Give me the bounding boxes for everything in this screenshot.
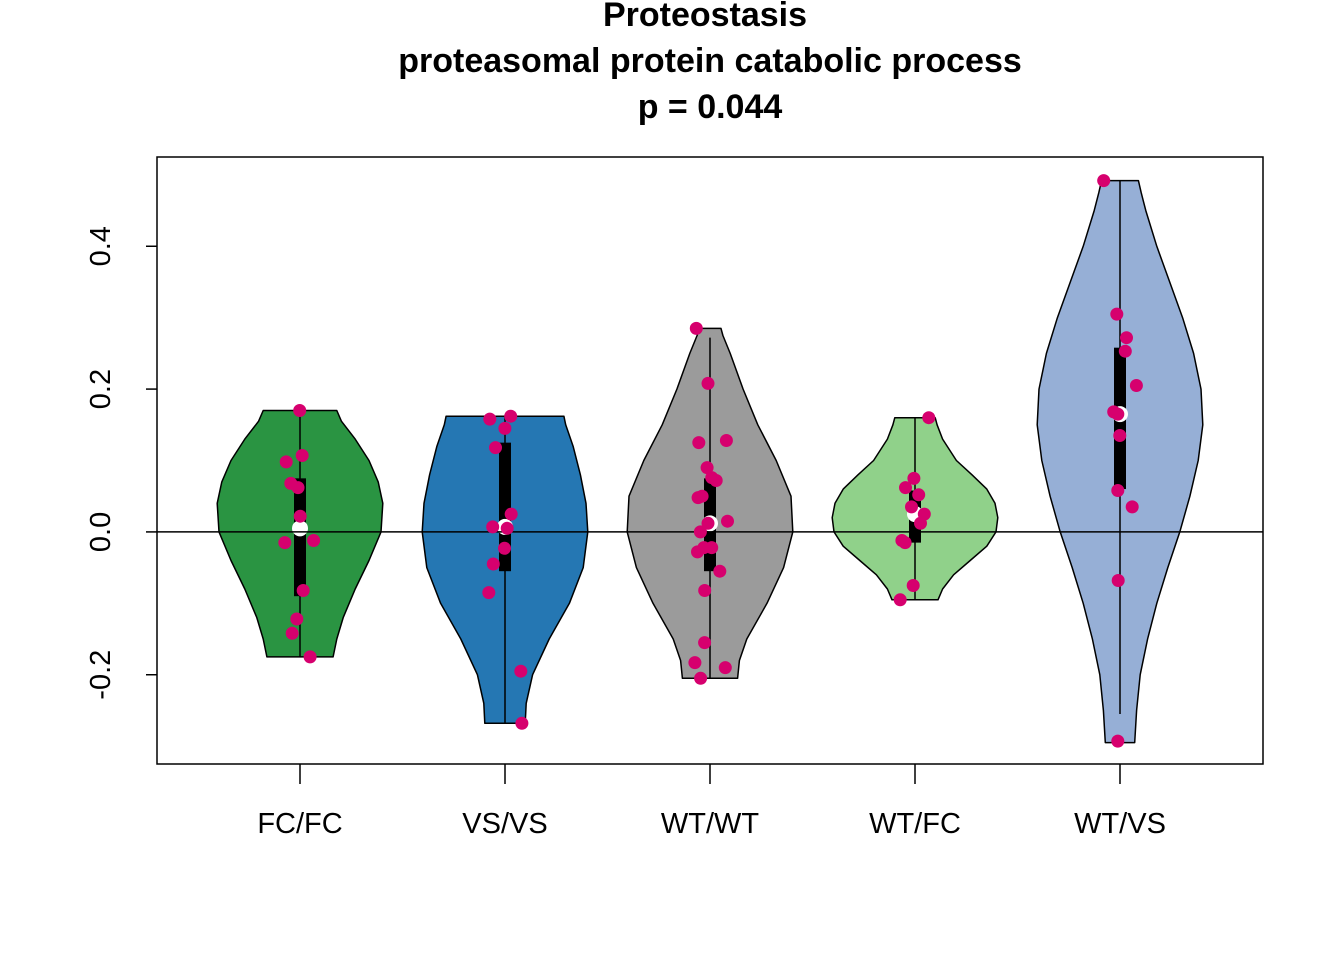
data-point	[498, 541, 511, 555]
data-point	[893, 593, 907, 607]
y-axis: -0.2 0.0 0.2 0.4	[85, 226, 157, 700]
data-point	[514, 664, 528, 678]
data-point	[694, 671, 708, 685]
violins	[216, 179, 1204, 744]
data-point	[1111, 407, 1125, 421]
iqr-box	[499, 442, 511, 572]
data-point	[914, 516, 927, 530]
data-point	[689, 321, 703, 335]
data-point	[500, 521, 514, 535]
x-tick-label: VS/VS	[462, 808, 547, 840]
data-point	[906, 579, 920, 592]
data-point	[489, 441, 502, 455]
data-point	[498, 421, 512, 435]
data-point	[719, 434, 733, 447]
data-point	[1129, 379, 1143, 392]
data-point	[922, 411, 936, 425]
data-point	[483, 412, 497, 426]
data-point	[515, 716, 529, 730]
data-point	[688, 656, 702, 670]
data-point	[303, 650, 317, 664]
median-marker	[292, 520, 308, 537]
data-point	[899, 481, 912, 495]
chart-p-value: p = 0.044	[638, 88, 783, 126]
data-point	[701, 376, 715, 390]
data-point	[293, 404, 307, 417]
data-point	[504, 409, 518, 423]
data-point	[698, 636, 712, 650]
iqr-box	[294, 478, 306, 597]
data-point	[721, 514, 734, 528]
data-point	[307, 534, 321, 547]
data-points	[278, 174, 1143, 748]
data-point	[698, 584, 712, 597]
y-tick-label: 0.2	[85, 369, 117, 409]
data-point	[898, 536, 912, 550]
data-point	[482, 586, 496, 600]
data-point	[486, 520, 500, 534]
data-point	[295, 449, 309, 462]
y-tick-label: 0.0	[85, 512, 117, 552]
data-point	[1118, 344, 1132, 358]
data-point	[278, 536, 292, 550]
data-point	[293, 509, 307, 523]
data-point	[691, 545, 704, 559]
data-point	[290, 612, 304, 626]
data-point	[1111, 734, 1125, 748]
x-axis: FC/FC VS/VS WT/WT WT/FC WT/VS	[257, 764, 1166, 840]
data-point	[504, 507, 518, 521]
x-tick-label: FC/FC	[257, 808, 342, 840]
data-point	[1113, 429, 1127, 442]
data-point	[296, 584, 310, 597]
x-tick-label: WT/VS	[1074, 808, 1166, 840]
data-point	[291, 481, 305, 495]
data-point	[713, 564, 727, 578]
chart-subtitle: proteasomal protein catabolic process	[398, 42, 1022, 80]
data-point	[1111, 574, 1125, 587]
data-point	[907, 471, 921, 485]
data-point	[285, 626, 299, 640]
data-point	[1125, 500, 1139, 514]
data-point	[486, 557, 500, 571]
y-tick-label: 0.4	[85, 226, 117, 266]
x-tick-label: WT/WT	[661, 808, 760, 840]
x-tick-label: WT/FC	[869, 808, 961, 840]
data-point	[905, 500, 918, 514]
data-point	[692, 436, 706, 450]
data-point	[1097, 174, 1111, 188]
data-point	[1120, 331, 1133, 345]
data-point	[709, 474, 723, 487]
data-point	[1110, 307, 1124, 321]
data-point	[912, 488, 926, 502]
data-point	[718, 661, 732, 675]
data-point	[1111, 484, 1125, 497]
y-tick-label: -0.2	[85, 650, 117, 700]
data-point	[701, 516, 715, 530]
chart-title: Proteostasis	[603, 0, 807, 34]
data-point	[279, 455, 293, 469]
data-point	[691, 491, 705, 505]
data-point	[700, 461, 714, 475]
data-point	[693, 525, 707, 539]
